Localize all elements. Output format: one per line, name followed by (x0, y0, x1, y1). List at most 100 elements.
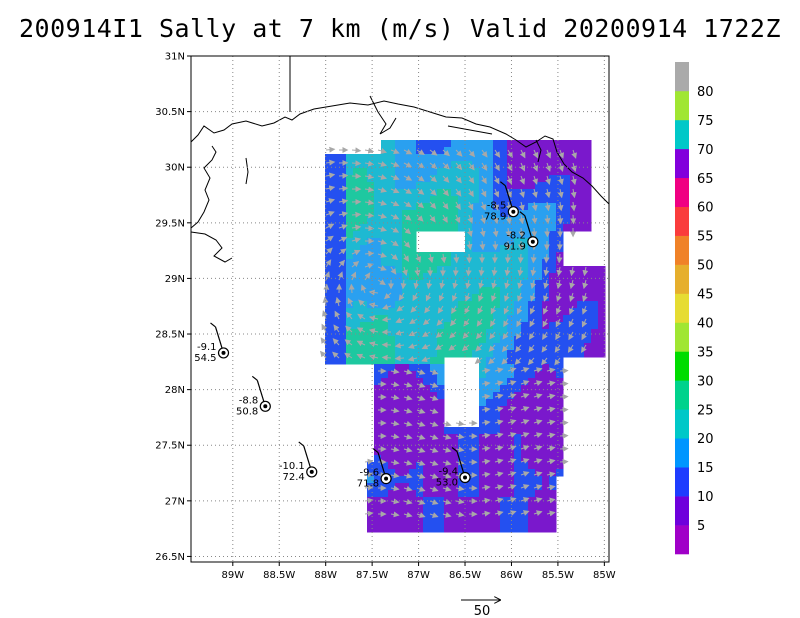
wind-speed-cell (479, 525, 487, 533)
wind-speed-cell (542, 147, 550, 155)
wind-speed-cell (584, 168, 592, 176)
wind-speed-cell (409, 287, 417, 295)
wind-speed-cell (451, 210, 459, 218)
wind-speed-cell (430, 154, 438, 162)
wind-speed-cell (542, 385, 550, 393)
wind-vector (517, 266, 524, 277)
wind-speed-cell (549, 301, 557, 309)
wind-speed-cell (507, 301, 515, 309)
wind-vector (582, 279, 589, 290)
wind-speed-cell (332, 273, 340, 281)
wind-vector (377, 239, 387, 245)
wind-vector (532, 149, 539, 159)
wind-speed-cell (535, 329, 543, 337)
wind-speed-cell (423, 308, 431, 316)
wind-speed-cell (479, 336, 487, 344)
wind-vector (377, 213, 388, 219)
wind-speed-cell (500, 231, 508, 239)
wind-speed-cell (423, 273, 431, 281)
wind-speed-cell (332, 175, 340, 183)
wind-speed-cell (360, 196, 368, 204)
wind-speed-cell (416, 336, 424, 344)
wind-vector (543, 279, 550, 290)
wind-speed-cell (493, 476, 501, 484)
wind-speed-cell (500, 350, 508, 358)
wind-speed-cell (402, 441, 410, 449)
wind-speed-cell (444, 490, 452, 498)
wind-speed-cell (472, 175, 480, 183)
wind-speed-cell (514, 483, 522, 491)
wind-speed-cell (493, 329, 501, 337)
wind-speed-cell (430, 518, 438, 526)
wind-speed-cell (395, 336, 403, 344)
wind-speed-cell (479, 252, 487, 260)
wind-vector (520, 471, 530, 477)
wind-speed-cell (514, 504, 522, 512)
wind-speed-cell (395, 441, 403, 449)
wind-speed-cell (528, 462, 536, 470)
wind-speed-cell (437, 147, 445, 155)
wind-speed-cell (542, 301, 550, 309)
wind-speed-cell (479, 329, 487, 337)
wind-vector (455, 188, 462, 197)
wind-vector (377, 265, 387, 271)
wind-speed-cell (577, 266, 585, 274)
wind-speed-cell (486, 196, 494, 204)
wind-speed-cell (549, 287, 557, 295)
wind-speed-cell (374, 399, 382, 407)
buoy-wind-label: 71.8 (357, 479, 379, 490)
wind-vector (451, 292, 458, 302)
wind-speed-cell (409, 182, 417, 190)
wind-speed-cell (479, 434, 487, 442)
wind-speed-cell (346, 315, 354, 323)
wind-speed-cell (367, 294, 375, 302)
wind-speed-cell (395, 434, 403, 442)
wind-speed-cell (374, 322, 382, 330)
wind-speed-cell (395, 175, 403, 183)
wind-speed-cell (528, 168, 536, 176)
wind-speed-cell (465, 497, 473, 505)
wind-speed-cell (437, 154, 445, 162)
wind-vector (465, 279, 472, 290)
wind-speed-cell (514, 476, 522, 484)
wind-speed-cell (360, 280, 368, 288)
wind-speed-cell (360, 217, 368, 225)
wind-speed-cell (535, 371, 543, 379)
wind-vector (390, 420, 400, 427)
wind-speed-cell (437, 168, 445, 176)
wind-speed-cell (339, 217, 347, 225)
wind-speed-cell (437, 413, 445, 421)
wind-speed-cell (514, 308, 522, 316)
wind-speed-cell (430, 343, 438, 351)
wind-speed-cell (402, 462, 410, 470)
wind-vector (390, 433, 400, 440)
wind-speed-cell (367, 357, 375, 365)
wind-speed-cell (514, 371, 522, 379)
wind-vector (429, 175, 438, 183)
wind-speed-cell (458, 336, 466, 344)
wind-speed-cell (430, 259, 438, 267)
wind-speed-cell (598, 350, 606, 358)
wind-speed-cell (479, 378, 487, 386)
wind-vector (494, 497, 504, 504)
wind-vector (533, 445, 543, 451)
wind-speed-cell (528, 350, 536, 358)
wind-speed-cell (472, 168, 480, 176)
wind-speed-cell (360, 203, 368, 211)
wind-speed-cell (388, 392, 396, 400)
wind-speed-cell (360, 322, 368, 330)
wind-speed-cell (374, 203, 382, 211)
wind-vector (416, 421, 426, 427)
wind-speed-cell (465, 441, 473, 449)
wind-speed-cell (521, 231, 529, 239)
wind-speed-cell (514, 161, 522, 169)
wind-speed-cell (521, 518, 529, 526)
wind-speed-cell (577, 224, 585, 232)
wind-vector (520, 497, 530, 503)
wind-speed-cell (493, 413, 501, 421)
wind-speed-cell (542, 371, 550, 379)
wind-vector (529, 318, 536, 328)
wind-speed-cell (388, 252, 396, 260)
wind-speed-cell (514, 217, 522, 225)
buoy-marker: -9.453.0 (436, 447, 471, 488)
